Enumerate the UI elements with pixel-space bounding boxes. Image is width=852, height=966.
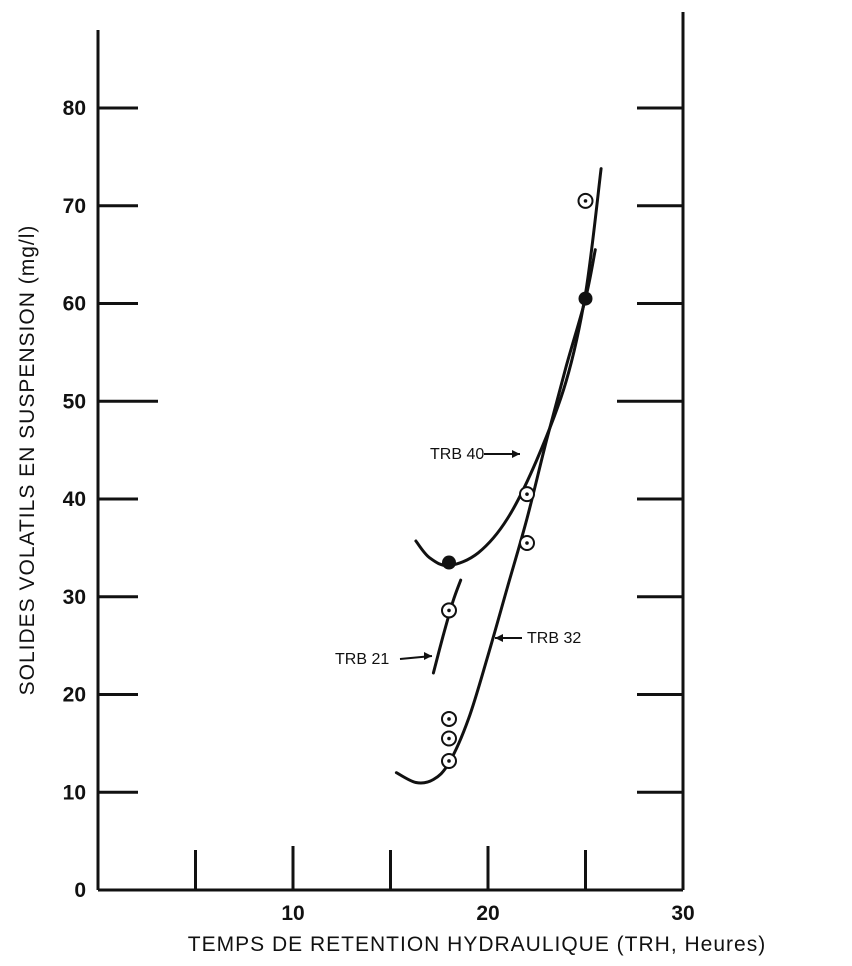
y-tick-label-30: 30 <box>63 586 86 609</box>
y-axis-title: SOLIDES VOLATILS EN SUSPENSION (mg/l) <box>16 225 39 696</box>
point-trb-32-3 <box>441 710 457 727</box>
y-tick-label-40: 40 <box>63 488 86 511</box>
x-tick-label-30: 30 <box>671 902 694 925</box>
point-dot <box>447 736 451 741</box>
x-tick-label-20: 20 <box>476 902 499 925</box>
y-tick-label-50: 50 <box>63 390 86 413</box>
annotations: TRB 40 TRB 21 TRB 32 <box>335 446 581 668</box>
point-trb-40-0 <box>442 555 456 570</box>
point-trb-32-5 <box>441 752 457 769</box>
y-tick-label-80: 80 <box>63 97 86 120</box>
axes <box>96 12 685 892</box>
point-dot <box>447 717 451 721</box>
curve-trb-21 <box>431 578 463 675</box>
points <box>441 192 594 769</box>
point-trb-32-4 <box>441 730 457 747</box>
point-trb-40-1 <box>578 291 593 306</box>
point-dot <box>525 541 529 545</box>
ticks <box>98 106 683 890</box>
y-tick-label-60: 60 <box>63 293 86 316</box>
curve-trb-40 <box>414 167 603 568</box>
arrowhead-trb-40 <box>512 450 520 458</box>
point-trb-32-2 <box>519 534 535 551</box>
label-trb-40: TRB 40 <box>430 446 484 463</box>
arrowhead-trb-21 <box>424 652 432 660</box>
point-dot <box>525 492 529 496</box>
point-trb-32-1 <box>519 486 535 503</box>
label-trb-21: TRB 21 <box>335 651 389 668</box>
point-dot <box>447 759 451 763</box>
point-trb-21-0 <box>441 602 457 619</box>
point-dot <box>447 608 451 613</box>
curve-trb-32 <box>394 248 597 785</box>
y-tick-label-70: 70 <box>63 195 86 218</box>
y-tick-label-10: 10 <box>63 781 86 804</box>
x-axis-title: TEMPS DE RETENTION HYDRAULIQUE (TRH, Heu… <box>188 933 766 956</box>
arrowhead-trb-32 <box>495 634 503 642</box>
tick-labels: 0 10 20 30 40 50 60 70 80 10 20 30 <box>63 97 695 925</box>
x-tick-label-10: 10 <box>281 902 304 925</box>
y-tick-label-20: 20 <box>63 684 86 707</box>
curves <box>394 167 603 785</box>
label-trb-32: TRB 32 <box>527 630 581 647</box>
y-tick-label-0: 0 <box>74 879 86 902</box>
point-dot <box>583 199 588 203</box>
point-trb-32-0 <box>577 192 594 209</box>
